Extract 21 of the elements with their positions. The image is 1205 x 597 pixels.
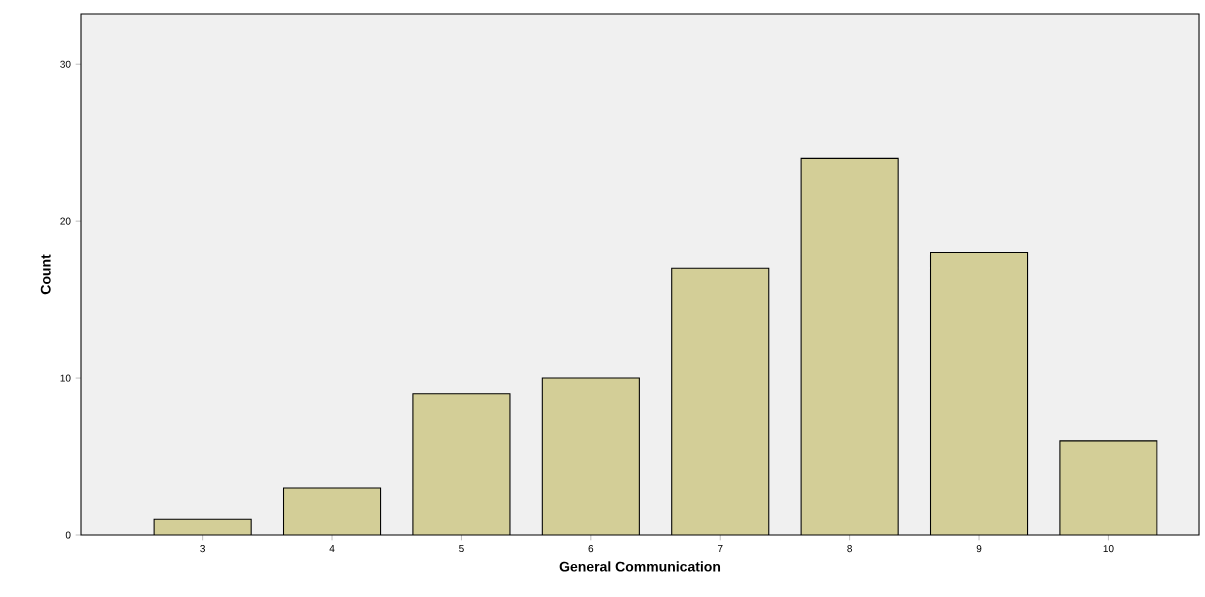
- x-tick-label: 7: [717, 545, 723, 552]
- bar: [929, 251, 1029, 535]
- x-tick-label: 6: [588, 545, 594, 553]
- bar: [541, 377, 640, 535]
- bar: [283, 487, 381, 535]
- y-tick-label: 10: [60, 374, 71, 382]
- bar: [1059, 440, 1158, 535]
- bar: [800, 157, 899, 535]
- bar: [412, 393, 511, 535]
- x-tick-label: 5: [459, 545, 464, 553]
- y-axis-title: Count: [40, 254, 51, 295]
- bar: [671, 267, 770, 535]
- x-tick-label: 3: [200, 545, 205, 553]
- x-tick-label: 10: [1103, 545, 1114, 553]
- x-tick-label: 8: [847, 545, 852, 553]
- x-tick-label: 4: [329, 545, 335, 552]
- x-axis-title: General Communication: [559, 561, 721, 572]
- x-tick-label: 9: [976, 545, 982, 553]
- y-tick-label: 0: [65, 531, 71, 539]
- y-tick-label: 20: [60, 217, 71, 225]
- y-tick-label: 30: [60, 60, 71, 68]
